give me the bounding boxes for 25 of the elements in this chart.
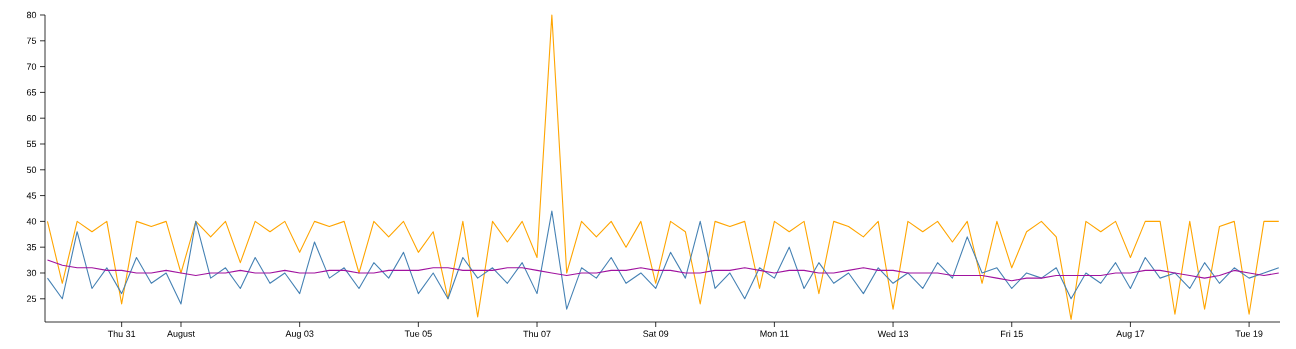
line-series bbox=[46, 210, 1280, 310]
x-tick-label: August bbox=[167, 330, 195, 339]
y-tick-label: 45 bbox=[26, 192, 37, 199]
x-tick-label: Tue 05 bbox=[404, 330, 432, 337]
y-tick-label: 65 bbox=[26, 89, 37, 96]
x-tick-label: Wed 13 bbox=[877, 330, 909, 338]
x-tick-label: Tue 19 bbox=[1235, 330, 1263, 337]
x-tick-label: Thu 07 bbox=[523, 330, 551, 338]
y-tick-label: 80 bbox=[26, 11, 37, 19]
x-tick-label: Thu 31 bbox=[107, 330, 136, 338]
x-tick-label: Sat 09 bbox=[643, 330, 669, 337]
x-tick-label: Mon 11 bbox=[760, 330, 789, 337]
y-tick-label: 75 bbox=[26, 37, 37, 44]
y-tick-label: 30 bbox=[26, 269, 37, 277]
line-series bbox=[46, 14, 1280, 320]
x-tick-label: Aug 17 bbox=[1116, 330, 1145, 339]
y-tick-label: 50 bbox=[26, 166, 37, 173]
y-tick-label: 55 bbox=[26, 140, 37, 148]
y-tick-label: 60 bbox=[26, 115, 37, 122]
y-tick-label: 25 bbox=[26, 295, 37, 302]
y-tick-label: 40 bbox=[26, 218, 37, 225]
x-tick-label: Fri 15 bbox=[1001, 330, 1023, 338]
y-tick-label: 70 bbox=[26, 63, 37, 70]
x-tick-label: Aug 03 bbox=[285, 330, 314, 339]
y-tick-label: 35 bbox=[26, 244, 37, 251]
